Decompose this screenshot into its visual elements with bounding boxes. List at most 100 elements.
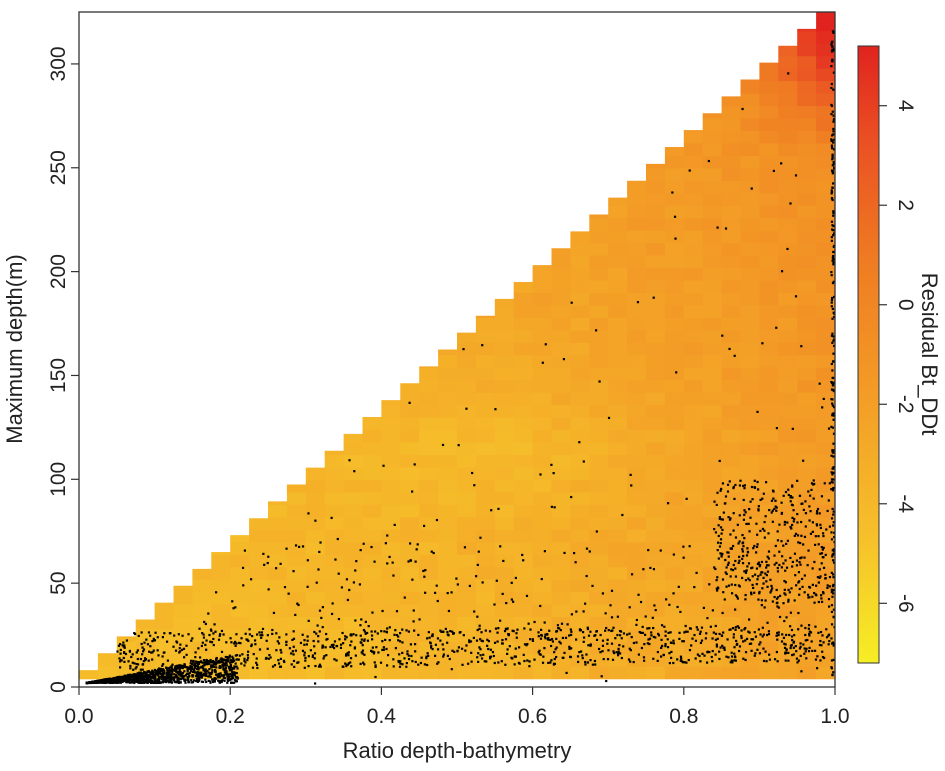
heatmap-cell: [759, 429, 779, 443]
data-point: [136, 649, 139, 652]
heatmap-cell: [589, 267, 609, 281]
heatmap-cell: [532, 265, 553, 269]
data-point: [682, 556, 685, 559]
data-point: [539, 637, 543, 640]
data-point: [576, 655, 580, 658]
data-point: [621, 513, 624, 517]
heatmap-cell: [457, 566, 477, 580]
data-point: [201, 632, 204, 635]
data-point: [811, 567, 814, 570]
heatmap-cell: [683, 504, 704, 518]
heatmap-cell: [627, 242, 647, 256]
heatmap-cell: [419, 379, 439, 393]
heatmap-cell: [211, 554, 231, 568]
data-point: [780, 540, 783, 543]
heatmap-cell: [646, 304, 666, 318]
data-point: [828, 575, 832, 579]
data-point: [617, 652, 620, 655]
heatmap-cell: [778, 205, 798, 219]
data-point: [294, 649, 298, 652]
heatmap-cell: [664, 491, 685, 505]
heatmap-cell: [740, 354, 760, 368]
heatmap-cell: [816, 180, 835, 194]
heatmap-cell: [816, 541, 835, 555]
data-point: [831, 449, 834, 452]
data-point: [204, 622, 207, 626]
data-point: [97, 679, 101, 683]
data-point: [154, 679, 157, 682]
heatmap-cell: [570, 367, 590, 381]
heatmap-cell: [457, 342, 477, 356]
heatmap-cell: [740, 93, 760, 107]
heatmap-cell: [570, 479, 590, 493]
data-point: [248, 633, 251, 636]
data-point: [654, 636, 657, 639]
data-point: [439, 629, 442, 632]
heatmap-cell: [438, 541, 458, 555]
heatmap-cell: [702, 367, 723, 381]
data-point: [741, 557, 744, 560]
data-point: [354, 569, 357, 572]
data-point: [640, 646, 644, 650]
y-tick-label: 150: [47, 358, 70, 393]
data-point: [650, 634, 653, 637]
data-point: [735, 643, 738, 646]
heatmap-cell: [249, 579, 269, 593]
data-point: [833, 405, 835, 409]
data-point: [672, 639, 675, 642]
data-point: [208, 674, 211, 677]
data-point: [801, 585, 804, 588]
data-point: [682, 640, 685, 643]
heatmap-cell: [664, 591, 685, 605]
data-point: [186, 678, 189, 681]
heatmap-cell: [570, 504, 590, 518]
data-point: [830, 471, 833, 474]
data-point: [181, 634, 184, 637]
heatmap-cell: [778, 666, 798, 680]
data-point: [734, 628, 737, 631]
data-point: [143, 681, 146, 684]
heatmap-cell: [702, 167, 723, 181]
heatmap-cell: [721, 130, 742, 144]
data-point: [198, 656, 202, 659]
data-point: [766, 633, 769, 637]
data-point: [821, 634, 824, 637]
heatmap-cell: [513, 579, 534, 593]
data-point: [744, 571, 748, 574]
data-point: [263, 563, 266, 566]
data-point: [681, 640, 684, 643]
data-point: [813, 482, 816, 486]
data-point: [405, 662, 408, 665]
data-point: [554, 648, 557, 651]
data-point: [743, 570, 746, 573]
data-point: [747, 522, 750, 525]
heatmap-cell: [721, 317, 742, 331]
heatmap-cell: [305, 504, 326, 518]
heatmap-cell: [683, 429, 704, 443]
heatmap-cell: [816, 354, 835, 368]
data-point: [266, 647, 269, 650]
data-point: [147, 679, 151, 683]
data-point: [714, 624, 717, 628]
data-point: [799, 642, 802, 645]
data-point: [723, 502, 726, 505]
data-point: [412, 609, 415, 612]
data-point: [802, 543, 805, 546]
data-point: [800, 670, 803, 673]
data-point: [220, 650, 224, 654]
data-point: [818, 568, 821, 571]
data-point: [725, 566, 728, 569]
data-point: [796, 479, 799, 482]
data-point: [321, 644, 324, 647]
heatmap-cell: [438, 441, 458, 455]
heatmap-cell: [778, 217, 798, 231]
data-point: [820, 546, 823, 549]
heatmap-cell: [759, 641, 779, 655]
data-point: [424, 569, 427, 572]
data-point: [812, 479, 815, 482]
heatmap-cell: [664, 205, 685, 219]
data-point: [528, 665, 531, 668]
data-point: [800, 520, 803, 524]
data-point: [285, 640, 288, 644]
heatmap-cell: [816, 18, 835, 32]
